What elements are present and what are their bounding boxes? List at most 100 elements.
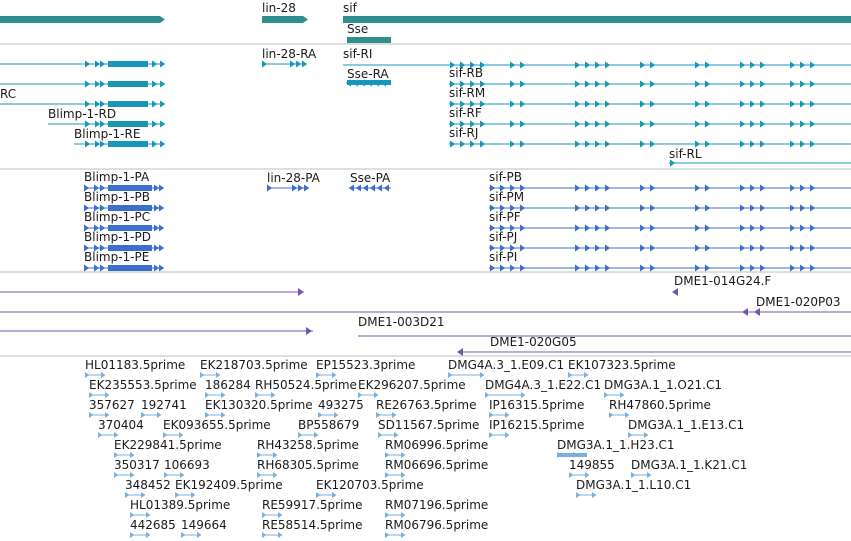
- strand-arrow: [585, 204, 591, 212]
- est-arrow: [385, 532, 390, 538]
- est-arrow: [573, 452, 578, 458]
- est-arrow: [278, 512, 283, 518]
- strand-arrow: [740, 184, 746, 192]
- est-arrow: [385, 512, 390, 518]
- est-arrow: [489, 412, 494, 418]
- strand-arrow: [810, 184, 816, 192]
- pp-blimp-1-pa-label: Blimp-1-PA: [84, 170, 150, 184]
- est-arrow: [114, 452, 119, 458]
- strand-arrow: [490, 264, 496, 272]
- strand-arrow: [750, 244, 756, 252]
- strand-arrow: [810, 244, 816, 252]
- est-arrow: [318, 412, 323, 418]
- strand-arrow: [460, 80, 466, 88]
- strand-arrow: [790, 244, 796, 252]
- strand-arrow: [650, 184, 656, 192]
- strand-arrow: [790, 184, 796, 192]
- gene-blimp-1-feature[interactable]: [0, 16, 165, 23]
- strand-arrow: [152, 100, 158, 108]
- est-arrow: [271, 392, 276, 398]
- est-arrow: [585, 472, 590, 478]
- est-arrow: [114, 472, 119, 478]
- exon-block: [108, 61, 148, 67]
- strand-arrow: [94, 224, 100, 232]
- strand-arrow: [640, 61, 646, 69]
- strand-arrow: [800, 61, 806, 69]
- gene-lin-28-feature[interactable]: [262, 16, 308, 23]
- strand-arrow: [605, 120, 611, 128]
- strand-arrow: [510, 140, 516, 148]
- strand-arrow: [100, 204, 106, 212]
- strand-arrow: [366, 79, 372, 87]
- strand-arrow: [790, 80, 796, 88]
- strand-arrow: [520, 140, 526, 148]
- strand-arrow: [760, 140, 766, 148]
- strand-arrow: [595, 184, 601, 192]
- est-442685-label: 442685: [130, 518, 176, 532]
- est-arrow: [631, 472, 636, 478]
- strand-arrow: [510, 264, 516, 272]
- strand-arrow: [510, 61, 516, 69]
- strand-arrow: [695, 264, 701, 272]
- est-arrow: [647, 472, 652, 478]
- strand-arrow: [800, 140, 806, 148]
- pp-sif-pf-label: sif-PF: [489, 210, 521, 224]
- pp-blimp-1-pb-label: Blimp-1-PB: [84, 190, 150, 204]
- strand-arrow: [695, 80, 701, 88]
- strand-arrow: [500, 204, 506, 212]
- strand-arrow: [760, 244, 766, 252]
- strand-arrow: [605, 204, 611, 212]
- strand-arrow: [359, 79, 365, 87]
- est-348452-label: 348452: [125, 478, 171, 492]
- gene-lin-28-label: lin-28: [262, 1, 296, 15]
- strand-arrow: [810, 80, 816, 88]
- gene-sif-feature[interactable]: [343, 16, 851, 23]
- strand-arrow: [159, 204, 165, 212]
- pp-sif-pb-label: sif-PB: [489, 170, 522, 184]
- est-149664-label: 149664: [181, 518, 227, 532]
- clone-start-arrow: [457, 348, 463, 356]
- est-arrow: [257, 472, 262, 478]
- strand-arrow: [640, 224, 646, 232]
- strand-arrow: [520, 264, 526, 272]
- strand-arrow: [740, 224, 746, 232]
- tx-sif-rm-label: sif-RM: [449, 86, 485, 100]
- strand-arrow: [296, 60, 302, 68]
- est-arrow: [216, 372, 221, 378]
- est-186284-label: 186284: [205, 378, 251, 392]
- strand-arrow: [160, 140, 166, 148]
- strand-arrow: [490, 204, 496, 212]
- strand-arrow: [94, 264, 100, 272]
- est-ek107323-5prime-label: EK107323.5prime: [568, 358, 676, 372]
- strand-arrow: [640, 264, 646, 272]
- strand-arrow: [705, 80, 711, 88]
- strand-arrow: [100, 120, 106, 128]
- est-arrow: [385, 452, 390, 458]
- strand-arrow: [695, 244, 701, 252]
- strand-arrow: [670, 159, 676, 167]
- est-hl01389-5prime-label: HL01389.5prime: [130, 498, 230, 512]
- strand-arrow: [520, 244, 526, 252]
- strand-arrow: [695, 100, 701, 108]
- est-arrow: [141, 492, 146, 498]
- strand-arrow: [85, 100, 91, 108]
- gene-end-arrow: [303, 16, 308, 23]
- clone-start-arrow: [754, 308, 760, 316]
- est-ek120703-5prime-label: EK120703.5prime: [316, 478, 424, 492]
- strand-arrow: [85, 120, 91, 128]
- strand-arrow: [470, 80, 476, 88]
- strand-arrow: [605, 140, 611, 148]
- clone-dme1-020g05-label: DME1-020G05: [490, 335, 577, 349]
- exon-block: [108, 265, 152, 271]
- strand-arrow: [84, 264, 90, 272]
- est-arrow: [557, 452, 562, 458]
- est-rm06796-5prime-label: RM06796.5prime: [385, 518, 488, 532]
- strand-arrow: [640, 204, 646, 212]
- strand-arrow: [355, 184, 361, 192]
- strand-arrow: [160, 100, 166, 108]
- strand-arrow: [94, 184, 100, 192]
- strand-arrow: [290, 60, 296, 68]
- est-rh50524-5prime-label: RH50524.5prime: [255, 378, 357, 392]
- strand-arrow: [640, 120, 646, 128]
